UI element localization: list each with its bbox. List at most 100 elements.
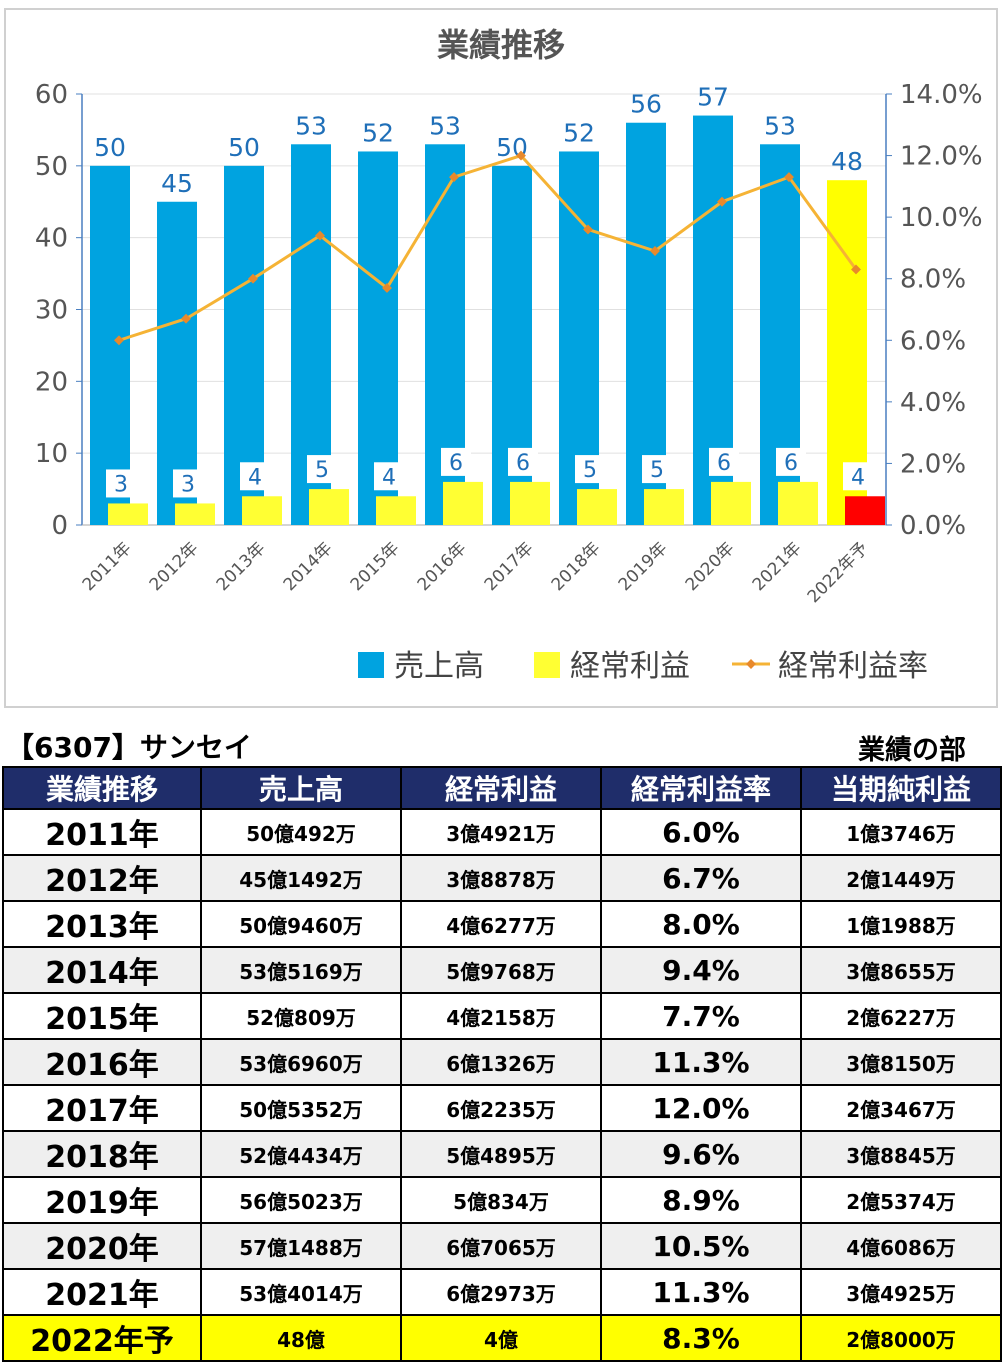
company-name: 【6307】サンセイ <box>6 731 252 764</box>
profit-value-label: 5 <box>583 458 597 483</box>
right-axis-tick: 12.0% <box>900 142 983 172</box>
table-cell: 10.5% <box>600 1222 802 1270</box>
profit-label-bg <box>709 447 739 476</box>
header-cell: 経常利益率 <box>600 766 802 810</box>
sales-value-label: 50 <box>228 133 260 162</box>
table-cell: 50億492万 <box>200 808 402 856</box>
right-axis-tick: 4.0% <box>900 388 966 418</box>
rate-point <box>650 246 660 256</box>
rate-point <box>851 264 861 275</box>
table-cell: 53億4014万 <box>200 1268 402 1316</box>
left-axis-tick: 60 <box>35 80 68 110</box>
x-axis-label: 2014年 <box>280 538 337 595</box>
sales-value-label: 50 <box>94 133 126 162</box>
profit-bar <box>108 503 148 525</box>
profit-label-bg <box>240 462 270 491</box>
table-cell: 2018年 <box>2 1130 202 1178</box>
table-cell: 8.9% <box>600 1176 802 1224</box>
profit-bar <box>577 489 617 525</box>
table-row: 2020年 57億1488万 6億7065万 10.5% 4億6086万 <box>2 1222 1002 1270</box>
table-cell: 2億5374万 <box>800 1176 1002 1224</box>
legend-label-profit: 経常利益 <box>570 649 690 684</box>
x-axis-label: 2022年予 <box>804 538 873 607</box>
profit-bar <box>376 496 416 525</box>
table-cell: 2012年 <box>2 854 202 902</box>
left-axis-tick: 30 <box>35 296 68 326</box>
sales-value-label: 48 <box>831 147 863 176</box>
right-axis-tick: 8.0% <box>900 265 966 295</box>
profit-label-bg <box>374 462 404 491</box>
profit-value-label: 3 <box>114 472 128 497</box>
table-row: 2017年 50億5352万 6億2235万 12.0% 2億3467万 <box>2 1084 1002 1132</box>
table-cell: 2011年 <box>2 808 202 856</box>
profit-label-bg <box>173 469 203 498</box>
table-cell: 2015年 <box>2 992 202 1040</box>
profit-value-label: 6 <box>717 451 731 476</box>
sales-value-label: 56 <box>630 90 662 119</box>
table-cell: 2億3467万 <box>800 1084 1002 1132</box>
legend-label-sales: 売上高 <box>394 649 484 684</box>
sales-value-label: 57 <box>697 83 729 112</box>
table-cell: 1億3746万 <box>800 808 1002 856</box>
table-cell: 3億8655万 <box>800 946 1002 994</box>
table-cell: 6億2235万 <box>400 1084 602 1132</box>
rate-point <box>784 172 794 183</box>
left-axis-tick: 40 <box>35 224 68 254</box>
table-cell: 2億8000万 <box>800 1314 1002 1362</box>
rate-point <box>449 172 459 183</box>
rate-point <box>583 224 593 235</box>
table-cell: 2014年 <box>2 946 202 994</box>
rate-point <box>516 150 526 161</box>
table-header-row: 業績推移 売上高 経常利益 経常利益率 当期純利益 <box>2 766 1002 810</box>
x-axis-label: 2013年 <box>213 538 270 595</box>
rate-point <box>717 196 727 207</box>
table-cell: 2019年 <box>2 1176 202 1224</box>
table-cell: 9.6% <box>600 1130 802 1178</box>
table-cell: 1億1988万 <box>800 900 1002 948</box>
profit-bar <box>175 503 215 525</box>
table-row: 2015年 52億809万 4億2158万 7.7% 2億6227万 <box>2 992 1002 1040</box>
section-title: 業績の部 <box>858 735 966 766</box>
table-cell: 5億4895万 <box>400 1130 602 1178</box>
right-axis-tick: 6.0% <box>900 326 966 356</box>
sales-value-label: 53 <box>429 111 461 140</box>
profit-bar <box>309 489 349 525</box>
x-axis-label: 2021年 <box>749 538 806 595</box>
table-cell: 6億7065万 <box>400 1222 602 1270</box>
table-row: 2022年予 48億 4億 8.3% 2億8000万 <box>2 1314 1002 1362</box>
table-cell: 12.0% <box>600 1084 802 1132</box>
x-axis-label: 2017年 <box>481 538 538 595</box>
legend-label-rate: 経常利益率 <box>778 649 928 684</box>
table-row: 2019年 56億5023万 5億834万 8.9% 2億5374万 <box>2 1176 1002 1224</box>
profit-bar <box>711 481 751 525</box>
profit-value-label: 3 <box>181 472 195 497</box>
table-cell: 6億1326万 <box>400 1038 602 1086</box>
performance-table: 業績推移 売上高 経常利益 経常利益率 当期純利益 2011年 50億492万 3億… <box>2 766 1002 1362</box>
table-cell: 48億 <box>200 1314 402 1362</box>
profit-label-bg <box>508 447 538 476</box>
profit-value-label: 4 <box>248 465 262 490</box>
table-cell: 50億9460万 <box>200 900 402 948</box>
rate-point <box>315 230 325 241</box>
table-cell: 6.0% <box>600 808 802 856</box>
table-cell: 7.7% <box>600 992 802 1040</box>
profit-value-label: 4 <box>851 465 865 490</box>
chart-title: 業績推移 <box>437 26 565 64</box>
rate-point <box>181 313 191 324</box>
table-row: 2021年 53億4014万 6億2973万 11.3% 3億4925万 <box>2 1268 1002 1316</box>
sales-value-label: 45 <box>161 169 193 198</box>
chart-panel: 業績推移 0 10 20 30 40 50 60 0.0% 2.0% 4.0% 6.0% 8.0% 10.… <box>4 8 998 708</box>
profit-label-bg <box>307 455 337 484</box>
table-row: 2012年 45億1492万 3億8878万 6.7% 2億1449万 <box>2 854 1002 902</box>
table-cell: 4億2158万 <box>400 992 602 1040</box>
x-axis-label: 2011年 <box>79 538 136 595</box>
profit-value-label: 5 <box>650 458 664 483</box>
right-axis-tick: 14.0% <box>900 80 983 110</box>
table-cell: 8.3% <box>600 1314 802 1362</box>
table-cell: 8.0% <box>600 900 802 948</box>
rate-line <box>118 153 858 342</box>
table-cell: 3億4921万 <box>400 808 602 856</box>
table-cell: 11.3% <box>600 1038 802 1086</box>
table-cell: 2013年 <box>2 900 202 948</box>
profit-label-bg <box>441 447 471 476</box>
